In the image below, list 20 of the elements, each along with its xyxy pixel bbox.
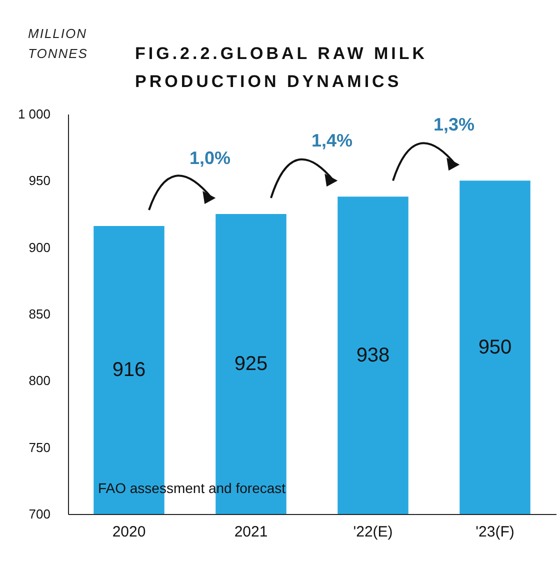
annotation: 1,3% (433, 114, 475, 135)
y-tick-label: 700 (28, 506, 50, 522)
y-tick-label: 850 (28, 306, 50, 322)
y-tick-label: 950 (28, 173, 50, 188)
y-tick-label: 1 000 (18, 106, 50, 122)
annotation: 1,4% (311, 130, 353, 151)
chart-title: FIG.2.2.GLOBAL RAW MILK PRODUCTION DYNAMICS (135, 43, 429, 93)
data-label: 950 (478, 336, 512, 358)
y-tick-label: 750 (28, 440, 50, 455)
annotation: 1,0% (189, 148, 231, 168)
x-tick-label: '23(F) (476, 524, 514, 540)
data-label: 916 (112, 359, 146, 381)
data-label: 938 (356, 344, 390, 366)
y-tick-label: 900 (28, 240, 50, 255)
data-label: 925 (234, 353, 268, 375)
x-tick-label: '22(E) (353, 524, 393, 540)
x-tick-label: 2021 (234, 524, 268, 540)
x-tick-label: 2020 (112, 524, 146, 540)
y-axis-title: MILLION TONNES (28, 25, 89, 63)
y-tick-label: 800 (28, 373, 50, 388)
